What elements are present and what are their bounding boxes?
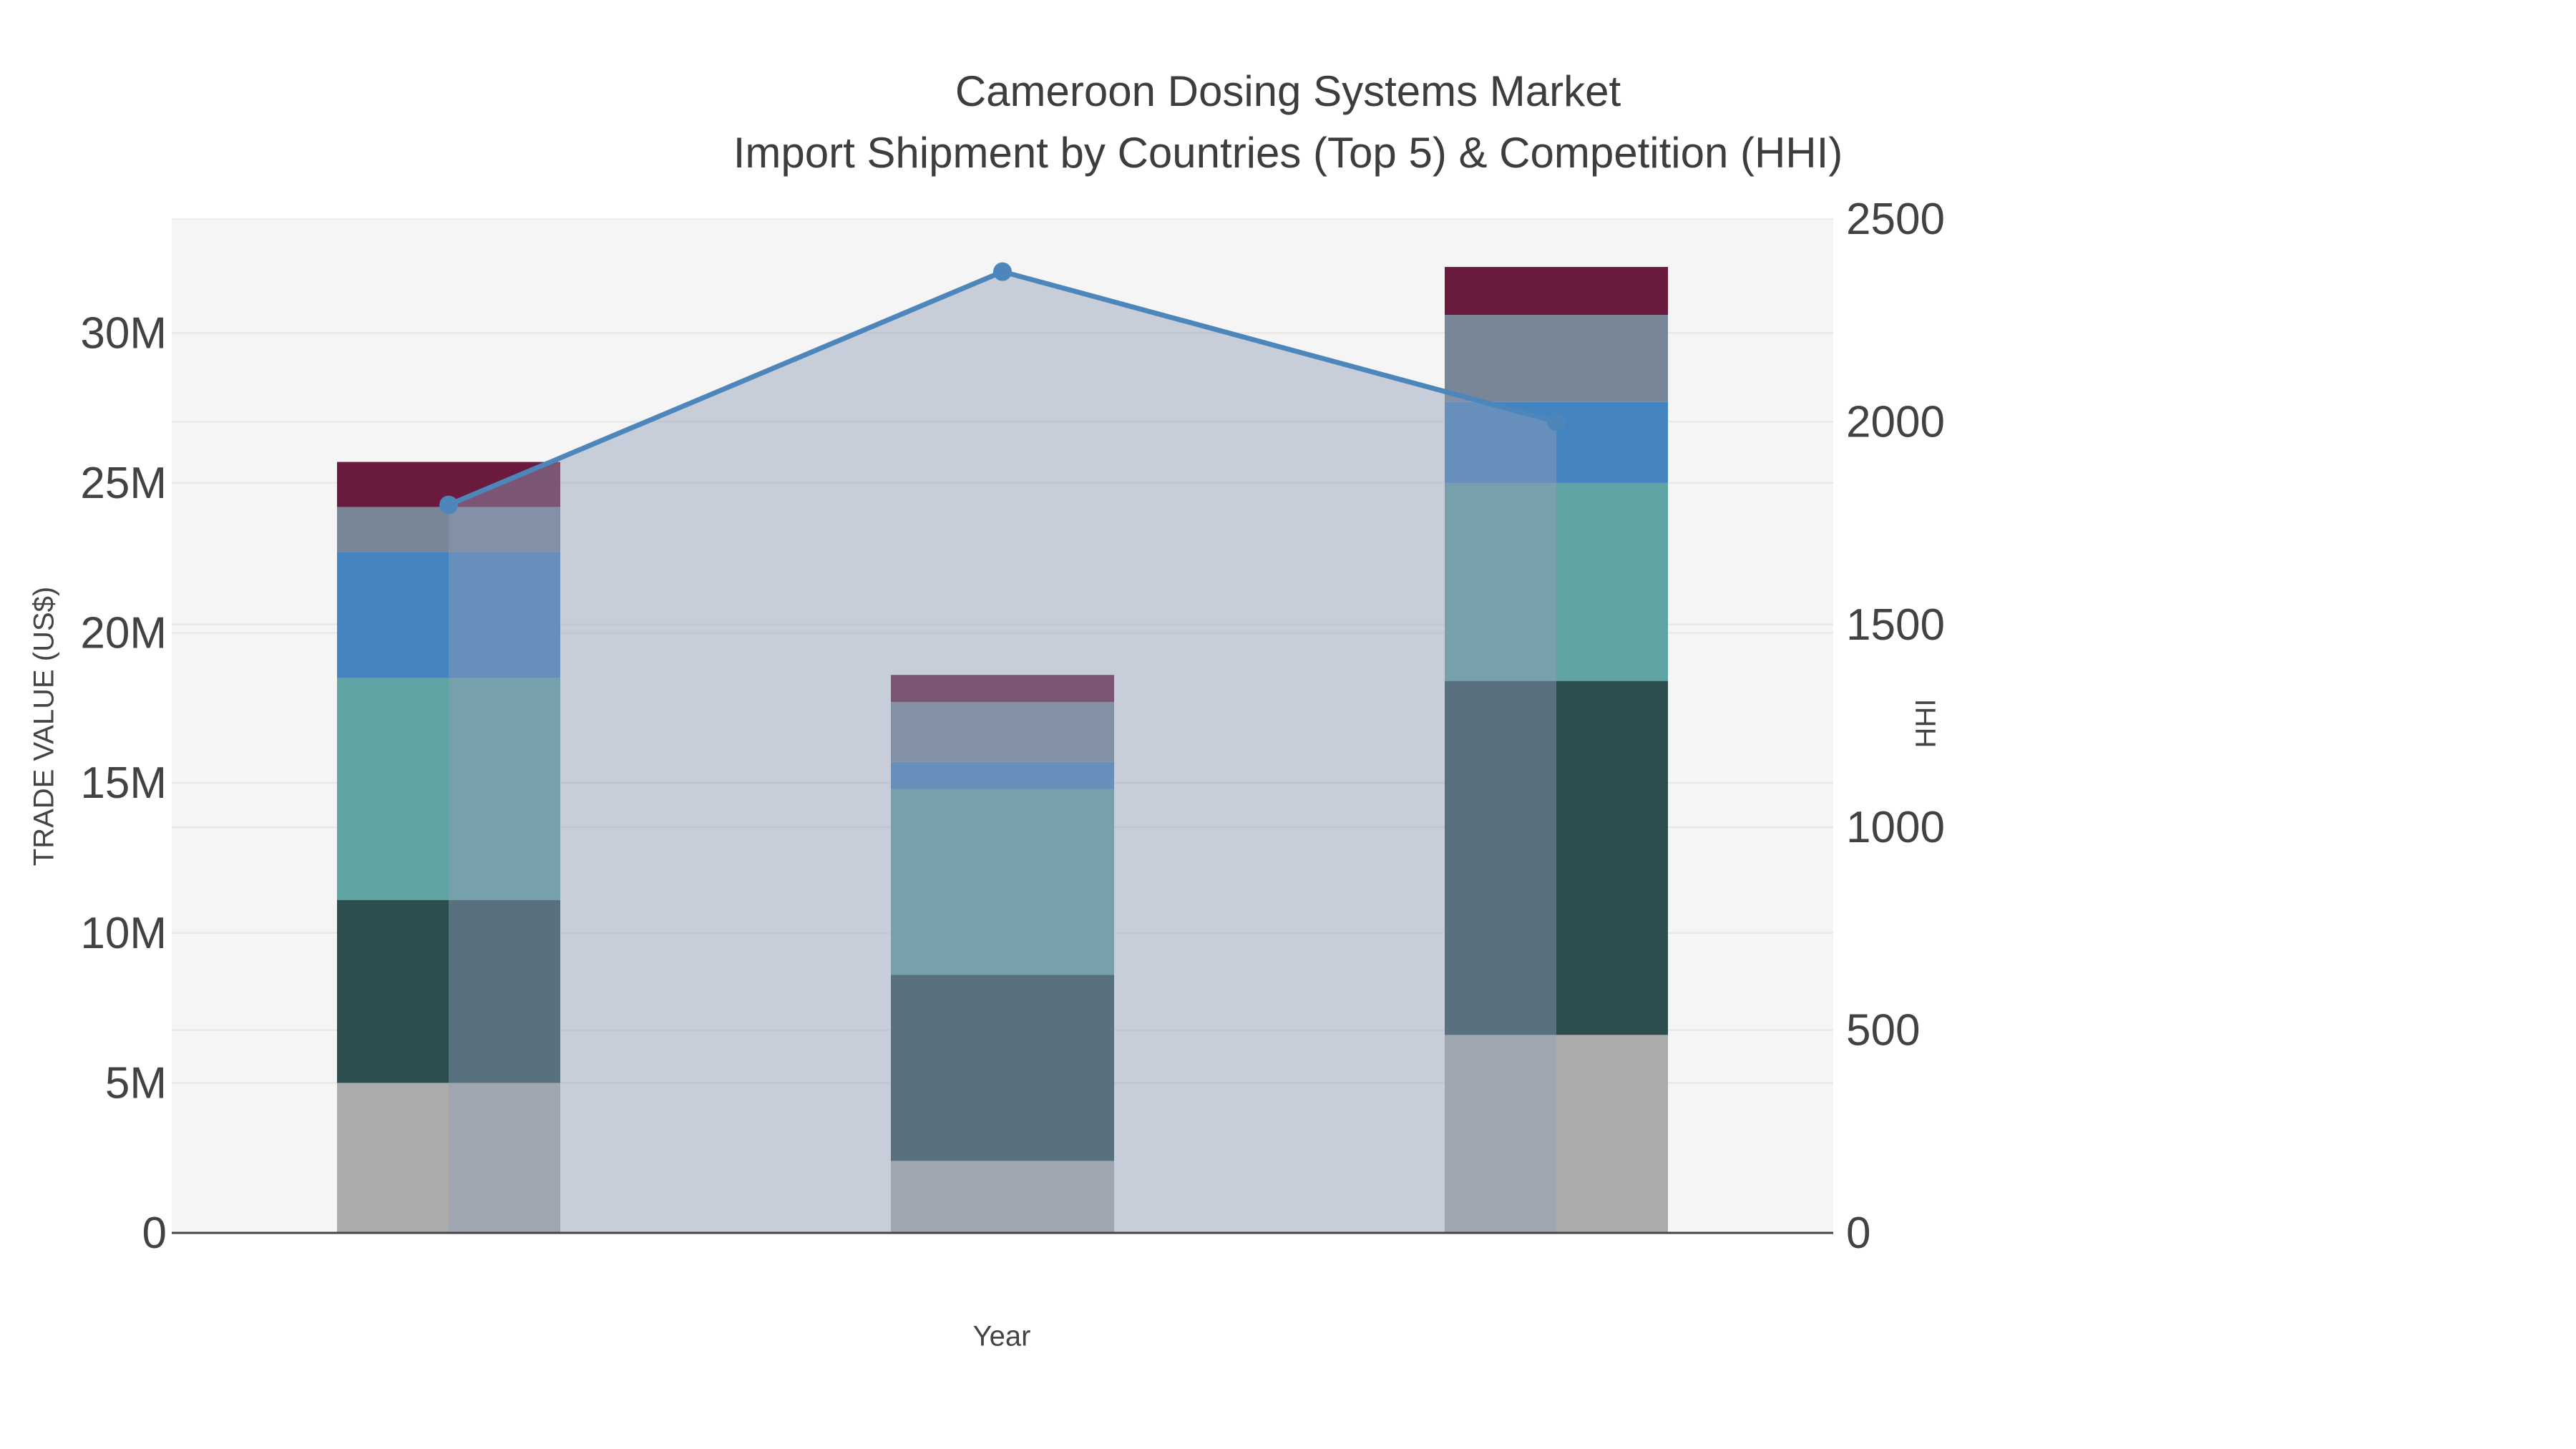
- left-tick-20M: 20M: [80, 609, 167, 658]
- bar-segment-2023-others[interactable]: [1445, 1035, 1668, 1233]
- bar-segment-2023-italy[interactable]: [1445, 482, 1668, 681]
- bar-segment-2022-france[interactable]: [891, 761, 1114, 789]
- left-axis-title: TRADE VALUE (US$): [28, 586, 60, 867]
- left-tick-15M: 15M: [80, 758, 167, 808]
- left-tick-0: 0: [142, 1209, 167, 1258]
- x-axis-title: Year: [972, 1320, 1031, 1352]
- right-tick-500: 500: [1846, 1006, 1920, 1055]
- bar-segment-2022-united-states-of-america[interactable]: [891, 675, 1114, 702]
- right-tick-2000: 2000: [1846, 397, 1945, 447]
- left-tick-25M: 25M: [80, 459, 167, 508]
- bar-segment-2023-germany[interactable]: [1445, 680, 1668, 1035]
- left-tick-5M: 5M: [105, 1058, 167, 1108]
- bar-segment-2021-france[interactable]: [337, 552, 560, 678]
- bar-segment-2021-others[interactable]: [337, 1083, 560, 1233]
- right-tick-1000: 1000: [1846, 803, 1945, 852]
- bar-segment-2022-italy[interactable]: [891, 789, 1114, 975]
- right-axis-title: HHI: [1910, 698, 1942, 748]
- left-tick-30M: 30M: [80, 308, 167, 358]
- left-tick-10M: 10M: [80, 909, 167, 958]
- bar-segment-2022-germany[interactable]: [891, 975, 1114, 1161]
- right-tick-0: 0: [1846, 1209, 1870, 1258]
- bar-segment-2023-united-states-of-america[interactable]: [1445, 267, 1668, 316]
- right-tick-1500: 1500: [1846, 600, 1945, 650]
- chart-title-line1: Cameroon Dosing Systems Market: [955, 67, 1621, 115]
- hhi-point-2021[interactable]: [439, 495, 458, 514]
- bar-segment-2022-others[interactable]: [891, 1161, 1114, 1233]
- hhi-point-2023[interactable]: [1547, 412, 1566, 431]
- bar-segment-2021-germany[interactable]: [337, 899, 560, 1083]
- bar-segment-2022-china[interactable]: [891, 701, 1114, 762]
- hhi-point-2022[interactable]: [993, 262, 1012, 281]
- hhi-area-fill: [449, 271, 1556, 1234]
- right-tick-2500: 2500: [1846, 195, 1945, 244]
- bar-segment-2023-china[interactable]: [1445, 315, 1668, 402]
- bar-segment-2021-italy[interactable]: [337, 678, 560, 900]
- bar-segment-2021-china[interactable]: [337, 507, 560, 552]
- chart-title-line2: Import Shipment by Countries (Top 5) & C…: [733, 129, 1843, 177]
